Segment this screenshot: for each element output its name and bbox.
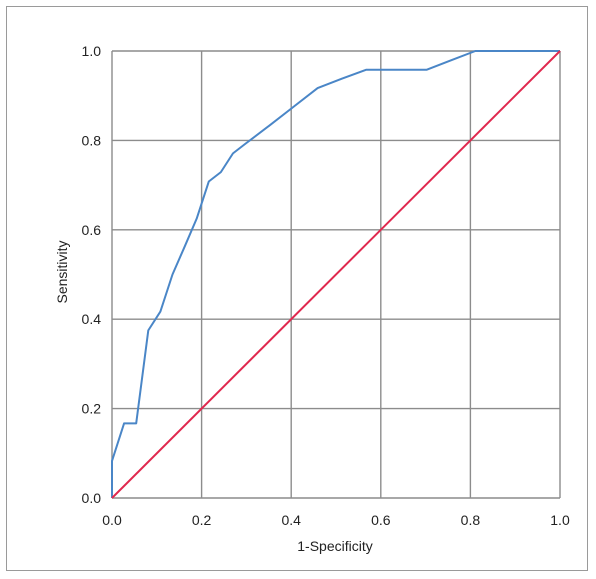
y-tick-labels: 0.0 0.2 0.4 0.6 0.8 1.0 <box>82 43 102 506</box>
x-tick-label: 0.0 <box>102 512 122 528</box>
chart-frame <box>6 6 588 571</box>
series-lines <box>111 50 561 499</box>
y-tick-label: 0.4 <box>82 311 102 327</box>
y-tick-label: 0.2 <box>82 401 102 417</box>
roc-curve-line <box>111 50 560 498</box>
y-tick-label: 0.6 <box>82 222 102 238</box>
y-axis-label: Sensitivity <box>54 240 70 303</box>
x-tick-label: 0.6 <box>371 512 391 528</box>
x-tick-label: 0.2 <box>192 512 212 528</box>
y-tick-label: 0.8 <box>82 132 102 148</box>
y-tick-label: 1.0 <box>82 43 102 59</box>
grid <box>111 50 561 499</box>
x-tick-labels: 0.0 0.2 0.4 0.6 0.8 1.0 <box>102 512 570 528</box>
y-tick-label: 0.0 <box>82 490 102 506</box>
x-tick-label: 1.0 <box>550 512 570 528</box>
x-tick-label: 0.8 <box>461 512 481 528</box>
x-tick-label: 0.4 <box>281 512 301 528</box>
reference-diagonal-line <box>111 50 561 499</box>
x-axis-label: 1-Specificity <box>297 538 372 554</box>
